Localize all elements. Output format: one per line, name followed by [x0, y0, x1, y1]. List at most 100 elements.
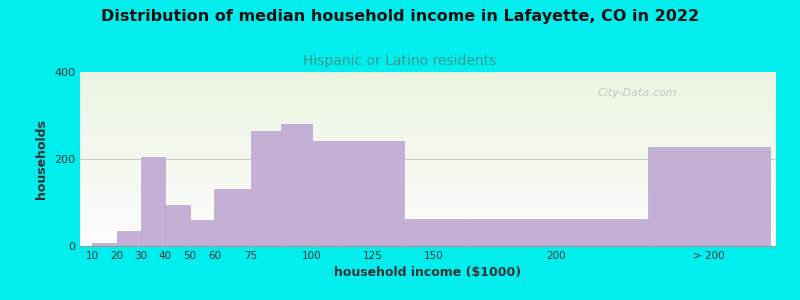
- Bar: [80, 187, 776, 188]
- Bar: [80, 202, 776, 203]
- Bar: [80, 167, 776, 168]
- Bar: [80, 157, 776, 158]
- Bar: [80, 241, 776, 242]
- Bar: [80, 165, 776, 166]
- Bar: [80, 102, 776, 103]
- Bar: [80, 240, 776, 241]
- Bar: [80, 154, 776, 155]
- Bar: [80, 169, 776, 170]
- Bar: [80, 77, 776, 78]
- Bar: [80, 92, 776, 93]
- Bar: [80, 115, 776, 116]
- Bar: [80, 130, 776, 131]
- Bar: [80, 97, 776, 98]
- Bar: [80, 217, 776, 218]
- Bar: [80, 160, 776, 161]
- Bar: [80, 145, 776, 146]
- Bar: [80, 224, 776, 225]
- Bar: [80, 223, 776, 224]
- Bar: [80, 89, 776, 90]
- Bar: [80, 182, 776, 183]
- Bar: [80, 88, 776, 89]
- Bar: [80, 139, 776, 140]
- Bar: [80, 175, 776, 176]
- Bar: [80, 208, 776, 209]
- Bar: [80, 75, 776, 76]
- Bar: [80, 124, 776, 125]
- Bar: [80, 147, 776, 148]
- Bar: [80, 94, 776, 95]
- Bar: [80, 181, 776, 182]
- Bar: [80, 109, 776, 110]
- Bar: [80, 153, 776, 154]
- Bar: [80, 127, 776, 128]
- Bar: [80, 95, 776, 96]
- Bar: [80, 128, 776, 129]
- Bar: [80, 72, 776, 73]
- Bar: [80, 169, 776, 170]
- Bar: [80, 166, 776, 167]
- Bar: [80, 83, 776, 84]
- Bar: [80, 112, 776, 113]
- Bar: [80, 179, 776, 180]
- Bar: [80, 205, 776, 206]
- Bar: [80, 152, 776, 153]
- Bar: [80, 211, 776, 212]
- Bar: [80, 135, 776, 136]
- Bar: [80, 210, 776, 211]
- Bar: [80, 114, 776, 115]
- Bar: [342, 141, 403, 246]
- Bar: [80, 163, 776, 164]
- Bar: [80, 192, 776, 193]
- Bar: [80, 138, 776, 139]
- Bar: [190, 220, 214, 246]
- Bar: [80, 185, 776, 186]
- Bar: [80, 104, 776, 105]
- Bar: [80, 80, 776, 81]
- Bar: [80, 178, 776, 179]
- Bar: [80, 107, 776, 108]
- Bar: [80, 93, 776, 94]
- Bar: [80, 231, 776, 232]
- Bar: [80, 131, 776, 132]
- Bar: [80, 148, 776, 149]
- Bar: [80, 203, 776, 204]
- Bar: [80, 98, 776, 99]
- Bar: [80, 162, 776, 163]
- Bar: [80, 176, 776, 177]
- Bar: [80, 117, 776, 118]
- Bar: [80, 236, 776, 237]
- Bar: [80, 133, 776, 134]
- Bar: [80, 180, 776, 181]
- Bar: [80, 164, 776, 165]
- Bar: [80, 239, 776, 240]
- Bar: [80, 100, 776, 101]
- Bar: [80, 73, 776, 74]
- Bar: [80, 232, 776, 233]
- Bar: [166, 205, 190, 246]
- Bar: [80, 218, 776, 219]
- Bar: [80, 87, 776, 88]
- Bar: [80, 85, 776, 86]
- Bar: [80, 74, 776, 75]
- Bar: [80, 125, 776, 126]
- Bar: [80, 207, 776, 208]
- Bar: [80, 81, 776, 82]
- Bar: [80, 132, 776, 133]
- Bar: [80, 171, 776, 172]
- Bar: [80, 198, 776, 199]
- Bar: [80, 229, 776, 230]
- Text: Hispanic or Latino residents: Hispanic or Latino residents: [303, 54, 497, 68]
- Bar: [80, 190, 776, 191]
- Bar: [80, 143, 776, 144]
- Bar: [80, 186, 776, 187]
- Bar: [80, 215, 776, 216]
- Bar: [251, 131, 282, 246]
- Bar: [80, 82, 776, 83]
- X-axis label: household income ($1000): household income ($1000): [334, 266, 522, 279]
- Bar: [312, 141, 342, 246]
- Bar: [80, 105, 776, 106]
- Bar: [80, 118, 776, 119]
- Bar: [80, 121, 776, 122]
- Bar: [80, 136, 776, 137]
